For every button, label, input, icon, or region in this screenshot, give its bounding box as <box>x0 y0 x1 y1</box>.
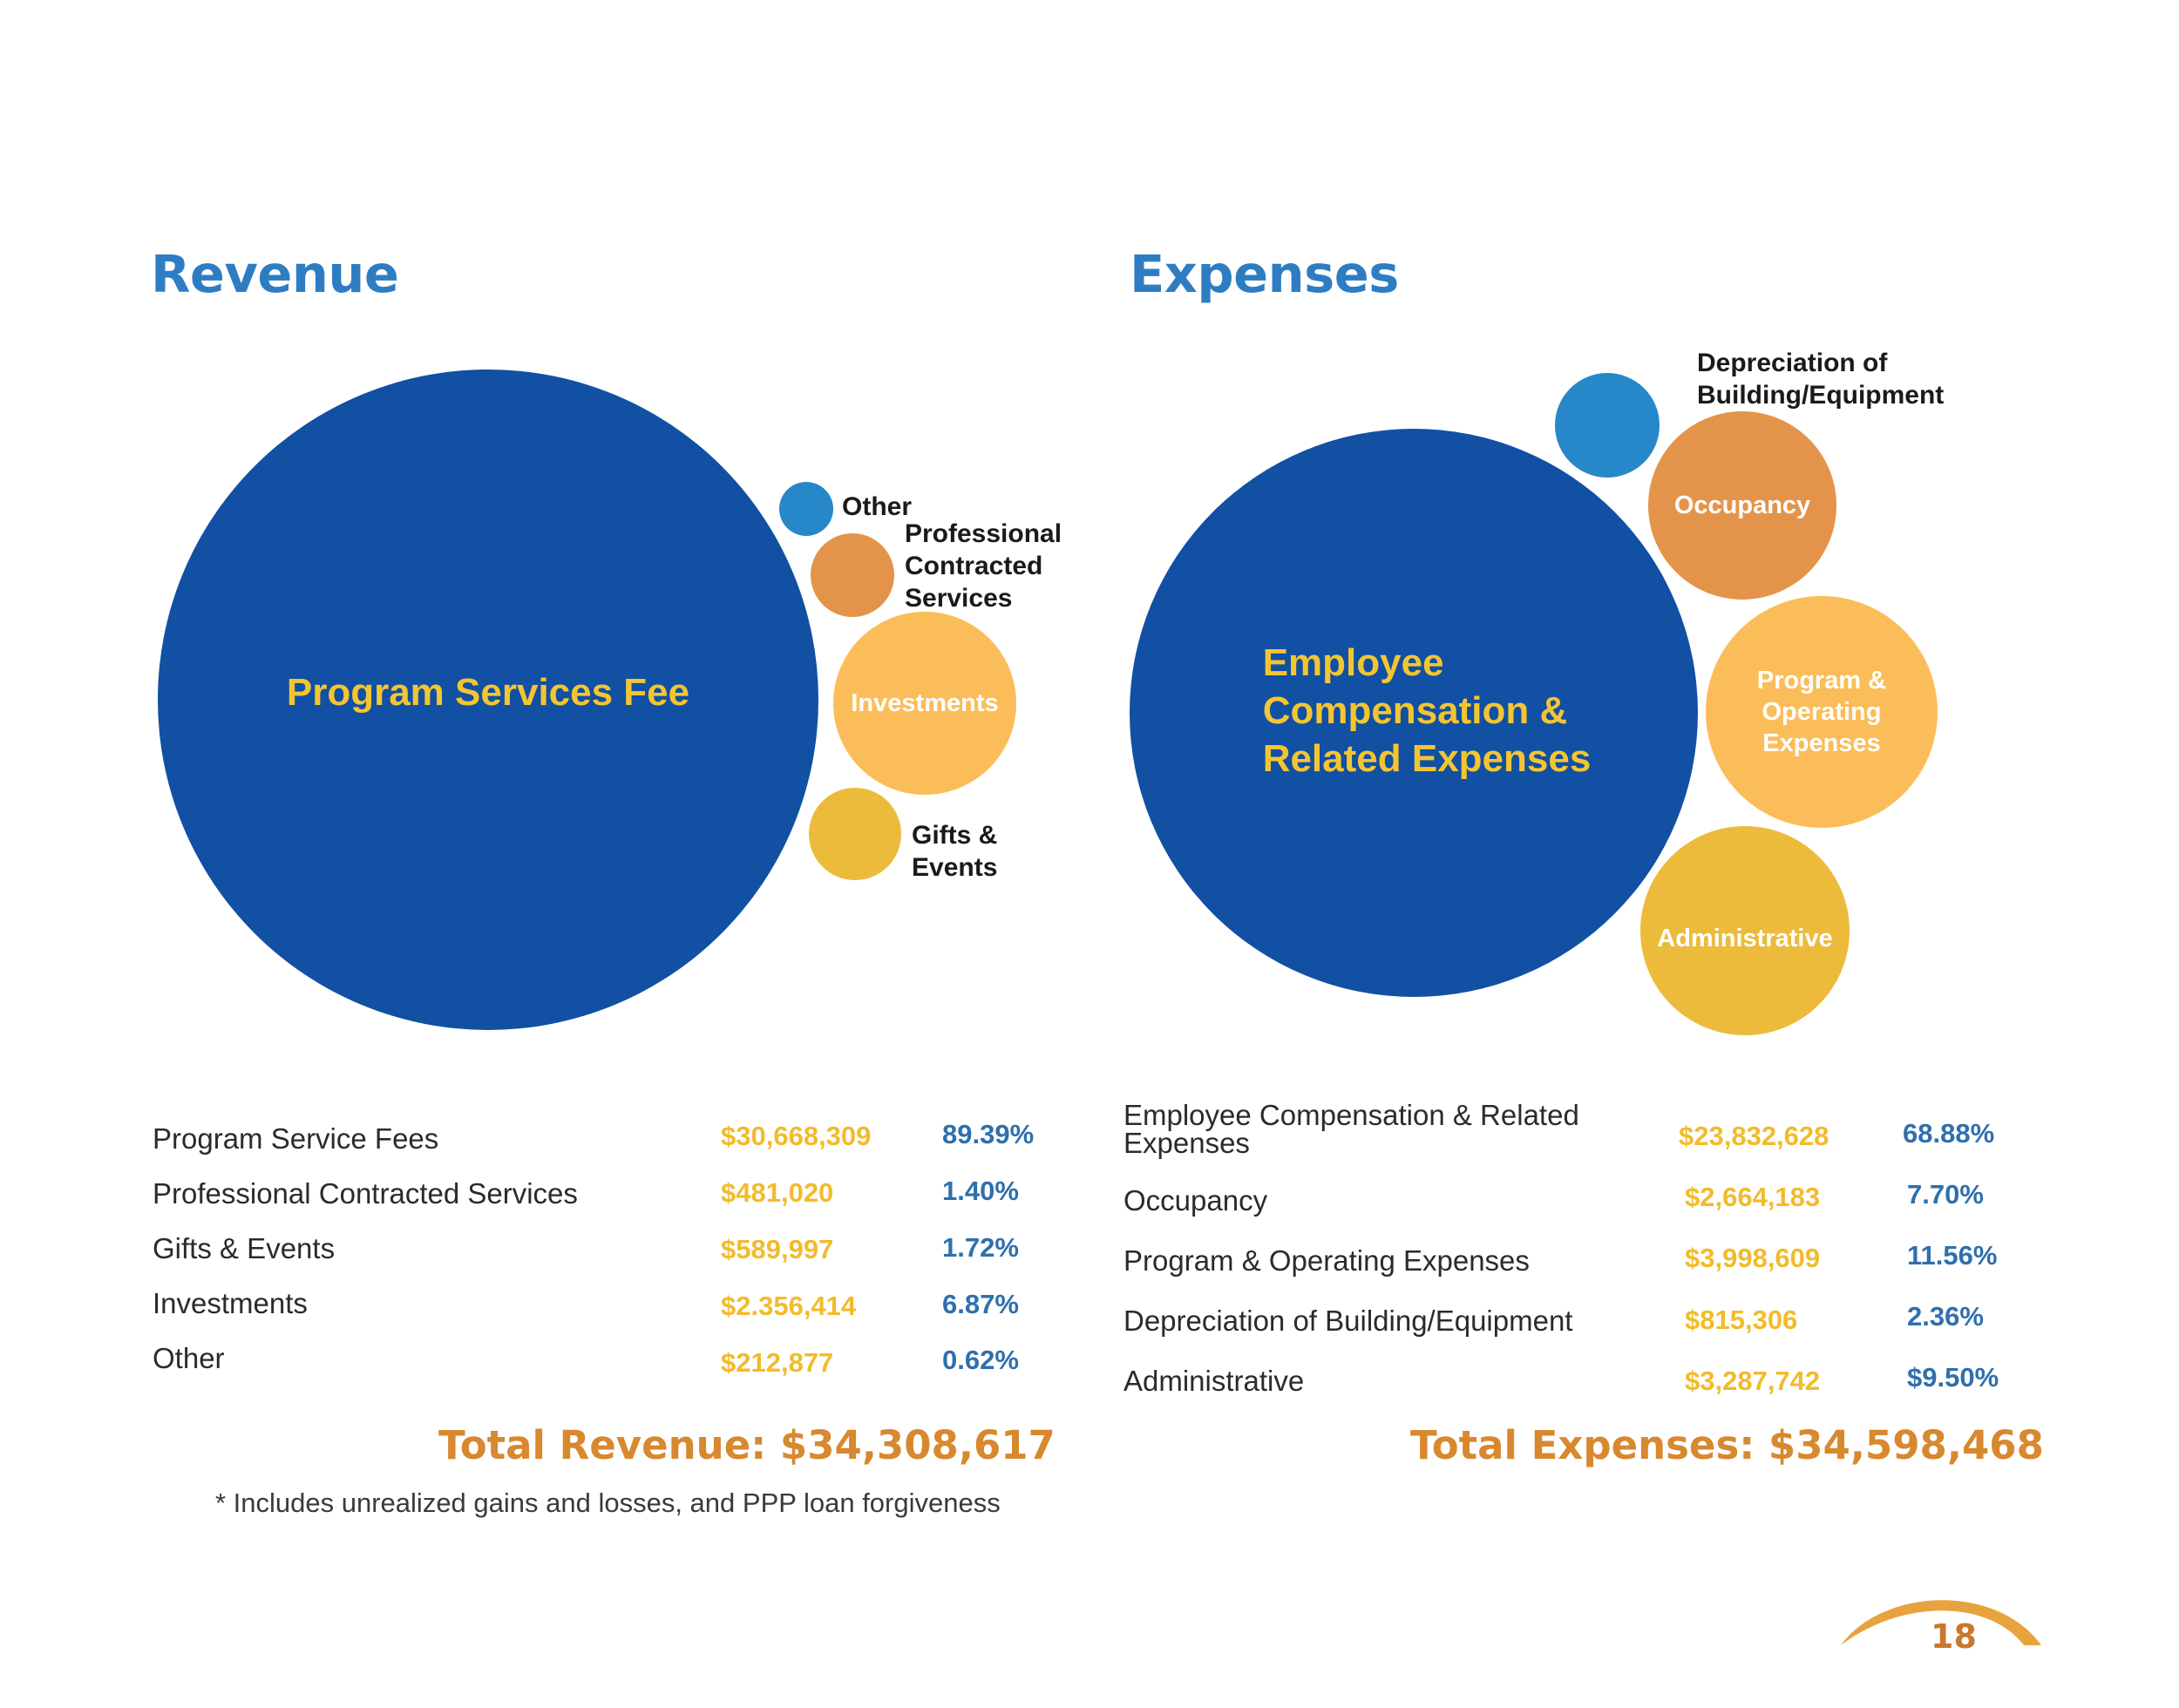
revenue-title: Revenue <box>151 244 399 304</box>
bubble-other-label: Other <box>842 492 913 521</box>
page-arc-decoration <box>1841 1600 2041 1645</box>
bubble-investments-label: Investments <box>851 688 999 717</box>
expenses-row-pct: 11.56% <box>1907 1240 1998 1271</box>
revenue-row-pct: 89.39% <box>942 1119 1035 1149</box>
bubble-depreciation <box>1555 373 1660 478</box>
bubble-investments: Investments <box>833 612 1016 795</box>
revenue-row-amount: $30,668,309 <box>721 1121 872 1151</box>
revenue-row-label: Investments <box>153 1287 308 1319</box>
revenue-row-label: Other <box>153 1342 225 1374</box>
revenue-row-label: Professional Contracted Services <box>153 1177 578 1210</box>
bubble-program-services-fee-label: Program Services Fee <box>286 671 690 714</box>
bubble-program-operating: Program & Operating Expenses <box>1706 596 1938 828</box>
expenses-row-pct: 68.88% <box>1903 1118 1995 1149</box>
expenses-row-amount: $23,832,628 <box>1679 1121 1829 1151</box>
expenses-row-pct: 7.70% <box>1907 1179 1984 1210</box>
bubble-professional-contracted-label: Professional Contracted Services <box>905 519 1062 613</box>
bubble-depreciation-label: Depreciation of Building/Equipment <box>1697 349 1945 410</box>
expenses-row-amount: $3,287,742 <box>1685 1366 1821 1396</box>
revenue-row-amount: $2.356,414 <box>721 1291 857 1321</box>
bubble-other <box>779 482 833 536</box>
bubble-program-operating-label: Program & Operating Expenses <box>1756 667 1887 757</box>
expenses-row-label: Employee Compensation & Related Expenses <box>1123 1099 1579 1159</box>
expenses-row-label: Administrative <box>1123 1365 1305 1397</box>
revenue-row-pct: 6.87% <box>942 1289 1019 1319</box>
expenses-row-pct: $9.50% <box>1907 1362 1999 1393</box>
bubble-professional-contracted <box>811 533 894 617</box>
bubble-administrative: Administrative <box>1640 826 1850 1035</box>
bubble-occupancy-label: Occupancy <box>1673 491 1811 519</box>
revenue-row-label: Gifts & Events <box>153 1232 336 1264</box>
bubble-gifts-events-label: Gifts & Events <box>912 821 998 882</box>
revenue-row-pct: 1.72% <box>942 1232 1019 1263</box>
expenses-row-pct: 2.36% <box>1907 1301 1984 1332</box>
total-expenses: Total Expenses: $34,598,468 <box>1410 1422 2044 1468</box>
expenses-row-label: Program & Operating Expenses <box>1123 1244 1530 1277</box>
revenue-row-pct: 1.40% <box>942 1176 1019 1206</box>
total-revenue: Total Revenue: $34,308,617 <box>438 1422 1056 1468</box>
bubble-program-services-fee: Program Services Fee <box>158 369 818 1030</box>
revenue-row-label: Program Service Fees <box>153 1122 439 1155</box>
expenses-row-amount: $2,664,183 <box>1685 1182 1821 1212</box>
expenses-title: Expenses <box>1130 244 1399 304</box>
revenue-row-amount: $481,020 <box>721 1177 834 1208</box>
expenses-row-label: Occupancy <box>1123 1184 1268 1217</box>
page-number: 18 <box>1931 1617 1977 1656</box>
revenue-row-pct: 0.62% <box>942 1345 1019 1375</box>
bubble-administrative-label: Administrative <box>1657 924 1833 952</box>
bubble-employee-compensation: Employee Compensation & Related Expenses <box>1130 429 1698 997</box>
revenue-footnote: * Includes unrealized gains and losses, … <box>215 1488 1001 1518</box>
expenses-row-label: Depreciation of Building/Equipment <box>1123 1305 1573 1337</box>
expenses-row-amount: $3,998,609 <box>1685 1243 1821 1273</box>
revenue-row-amount: $212,877 <box>721 1347 834 1378</box>
revenue-row-amount: $589,997 <box>721 1234 834 1264</box>
bubble-occupancy: Occupancy <box>1648 411 1836 600</box>
expenses-row-amount: $815,306 <box>1685 1305 1798 1335</box>
bubble-gifts-events <box>809 788 901 880</box>
bubble-employee-compensation-label: Employee Compensation & Related Expenses <box>1262 640 1592 780</box>
